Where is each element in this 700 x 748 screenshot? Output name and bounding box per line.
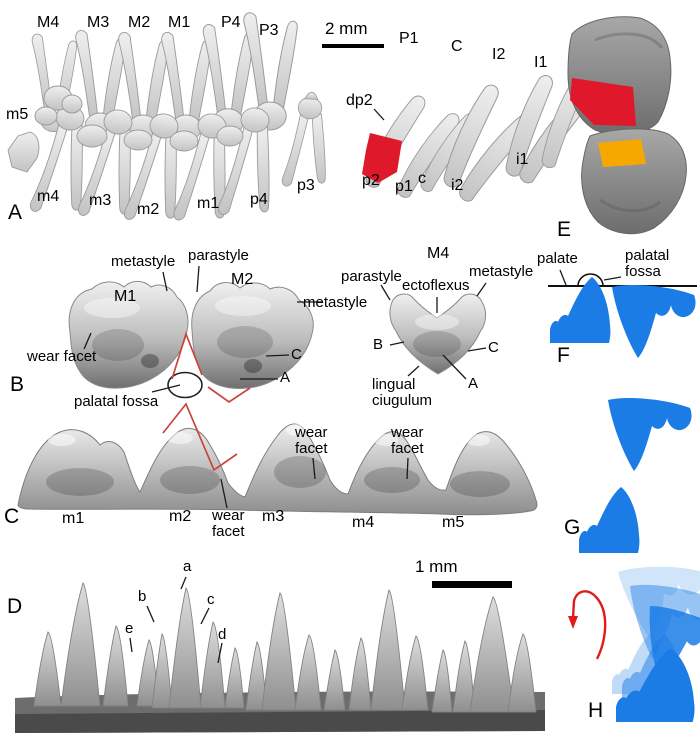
label-wear-facet-b: wear facet [27, 348, 97, 365]
orange-highlight-lower-facet [598, 139, 646, 167]
panel-letter-g: G [564, 516, 581, 539]
label-cusp-a: a [183, 558, 192, 575]
panel-c-sem [17, 423, 538, 516]
tooth-label-M1: M1 [168, 14, 191, 31]
panel-letter-e: E [557, 218, 572, 241]
tooth-label-dp2: dp2 [346, 92, 373, 109]
palatal-fossa-ellipse [167, 371, 203, 399]
label-wear-facet-2: wear facet [295, 424, 328, 457]
panel-f-upper-tooth [612, 284, 696, 358]
red-highlight-upper-facet [570, 78, 636, 126]
panel-h-diagram [612, 561, 700, 722]
leader-lines [83, 108, 622, 664]
occlusal-zigzag-marks [162, 331, 251, 472]
tooth-label-p1: p1 [395, 178, 413, 195]
panel-b-m1-tooth [68, 280, 189, 389]
tooth-label-I2: I2 [492, 46, 506, 63]
label-B-M1: M1 [114, 288, 137, 305]
panel-d-sem [15, 582, 545, 733]
tooth-label-m3: m3 [89, 192, 112, 209]
label-cusp-A-m4: A [468, 375, 479, 392]
label-metastyle-m4: metastyle [469, 263, 534, 280]
panel-g-diagram [579, 397, 692, 553]
tooth-label-p3: p3 [297, 177, 315, 194]
tooth-label-M2: M2 [128, 14, 151, 31]
panel-e-sem [567, 16, 687, 235]
panel-letter-f: F [557, 344, 570, 367]
label-metastyle-m1: metastyle [111, 253, 176, 270]
scale-bar-1mm [432, 581, 512, 588]
occlusion-arrow [568, 590, 607, 660]
red-highlight-p2 [362, 133, 402, 183]
label-metastyle-m2: metastyle [303, 294, 368, 311]
tooth-label-M4: M4 [37, 14, 60, 31]
panel-b-m2-tooth [191, 282, 314, 389]
tooth-label-i2: i2 [451, 177, 464, 194]
tooth-label-M3: M3 [87, 14, 110, 31]
panel-letter-d: D [7, 595, 23, 618]
tooth-label-c-m3: m3 [262, 508, 285, 525]
tooth-label-m5: m5 [6, 106, 29, 123]
panel-b-m4-tooth [389, 293, 487, 375]
panel-letter-a: A [8, 201, 23, 224]
label-cusp-C-m2: C [291, 346, 302, 363]
tooth-label-p4: p4 [250, 191, 268, 208]
label-cusp-C-m4: C [488, 339, 499, 356]
label-parastyle-m4: parastyle [341, 268, 402, 285]
tooth-label-m4: m4 [37, 188, 60, 205]
label-parastyle-m2: parastyle [188, 247, 249, 264]
label-cusp-e: e [125, 620, 134, 637]
scale-bar-2mm [322, 44, 384, 48]
tooth-label-c-m5: m5 [442, 514, 465, 531]
tooth-label-m2: m2 [137, 201, 160, 218]
label-cusp-b: b [138, 588, 147, 605]
tooth-label-c-m2: m2 [169, 508, 192, 525]
label-wear-facet-3: wear facet [391, 424, 424, 457]
label-cusp-c: c [207, 591, 215, 608]
label-palatal-fossa-f: palatal fossa [625, 247, 670, 280]
tooth-label-P4: P4 [221, 14, 241, 31]
label-cusp-B-m4: B [373, 336, 384, 353]
tooth-label-I1: I1 [534, 54, 548, 71]
label-ectoflexus-m4: ectoflexus [402, 277, 470, 294]
tooth-label-p2: p2 [362, 172, 380, 189]
label-B-M2: M2 [231, 271, 254, 288]
label-lingual-cingulum: lingual ciugulum [372, 376, 433, 409]
tooth-label-c-m1: m1 [62, 510, 85, 527]
panel-b-sem [68, 280, 487, 389]
scale-bar-2mm-label: 2 mm [325, 19, 368, 38]
tooth-label-P3: P3 [259, 22, 279, 39]
tooth-label-m1: m1 [197, 195, 220, 212]
tooth-label-c-m4: m4 [352, 514, 375, 531]
tooth-label-C-upper: C [451, 38, 463, 55]
label-cusp-d: d [218, 626, 227, 643]
panel-letter-b: B [10, 373, 25, 396]
label-B-M4: M4 [427, 245, 450, 262]
label-palatal-fossa-b: palatal fossa [74, 393, 159, 410]
tooth-label-c-lower: c [418, 170, 426, 187]
palatal-fossa-dome [577, 273, 604, 287]
panel-f-diagram [548, 273, 697, 358]
label-palate: palate [537, 250, 578, 267]
label-cusp-A-m2: A [280, 369, 291, 386]
panel-letter-h: H [588, 699, 604, 722]
scale-bar-1mm-label: 1 mm [415, 557, 458, 576]
tooth-label-P1: P1 [399, 30, 419, 47]
tooth-label-i1: i1 [516, 151, 529, 168]
panel-a-sem-left [7, 12, 326, 226]
panel-letter-c: C [4, 505, 20, 528]
label-wear-facet-1: wear facet [212, 507, 245, 540]
